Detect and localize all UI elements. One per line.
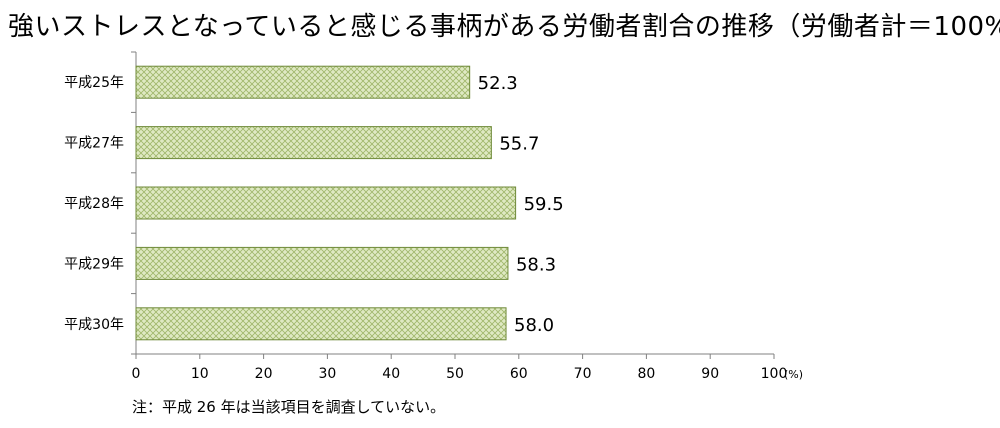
x-tick-label: 100 [761, 366, 788, 382]
bar [135, 186, 517, 220]
category-label: 平成27年 [64, 136, 124, 152]
x-tick-label: 0 [132, 366, 141, 382]
x-tick-label: 30 [318, 366, 336, 382]
x-tick-label: 90 [701, 366, 719, 382]
x-tick-label: 70 [574, 366, 592, 382]
x-tick-label: 50 [446, 366, 464, 382]
x-unit-label: (%) [784, 368, 803, 381]
category-label: 平成28年 [64, 196, 124, 212]
category-label: 平成25年 [64, 75, 124, 91]
value-label: 52.3 [478, 73, 518, 94]
value-label: 58.3 [516, 254, 556, 275]
x-tick-label: 40 [382, 366, 400, 382]
category-label: 平成29年 [64, 256, 124, 272]
value-label: 59.5 [524, 194, 564, 215]
x-tick-label: 10 [191, 366, 209, 382]
value-label: 58.0 [514, 315, 554, 336]
chart-title: 強いストレスとなっていると感じる事柄がある労働者割合の推移（労働者計＝100%） [8, 12, 1000, 42]
x-tick-label: 80 [637, 366, 655, 382]
x-tick-label: 20 [255, 366, 273, 382]
value-label: 55.7 [499, 134, 539, 155]
bar [135, 126, 492, 160]
footnote: 注：平成 26 年は当該項目を調査していない。 [132, 398, 446, 416]
bar [135, 307, 507, 341]
category-label: 平成30年 [64, 317, 124, 333]
bar [135, 246, 509, 280]
x-tick-label: 60 [510, 366, 528, 382]
bar [135, 65, 471, 99]
